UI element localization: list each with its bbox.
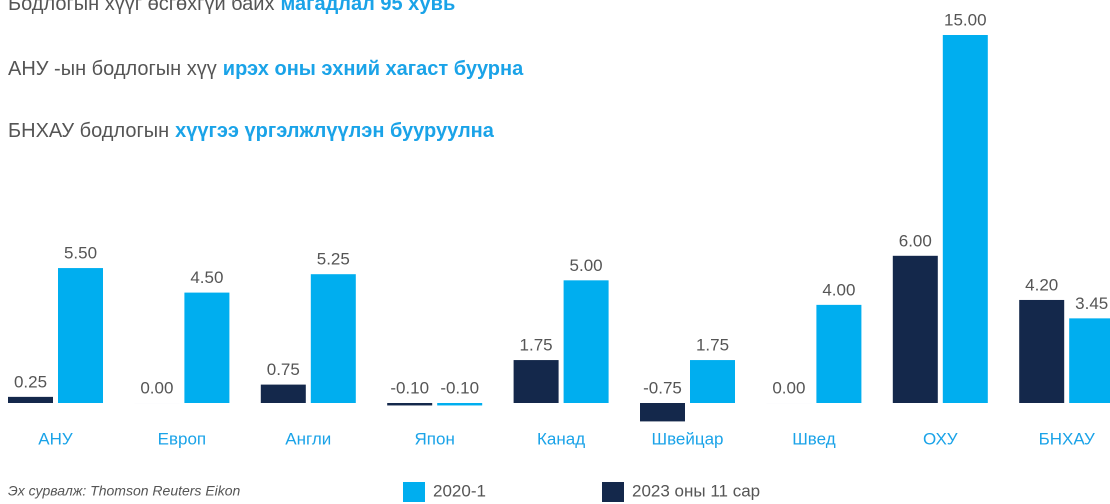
annotation-highlight: хүүгээ үргэлжлүүлэн бууруулна xyxy=(175,120,495,142)
bar xyxy=(387,403,433,406)
data-label: 4.50 xyxy=(190,268,223,287)
bar xyxy=(892,255,938,403)
annotation: АНУ -ын бодлогын хүү ирэх оны эхний хагас… xyxy=(8,58,524,80)
bar xyxy=(437,403,483,406)
bar xyxy=(640,403,685,422)
x-tick-label: Швед xyxy=(792,429,836,448)
bar xyxy=(260,384,306,403)
legend-swatch xyxy=(602,482,624,502)
data-label: 0.00 xyxy=(772,378,805,397)
legend-swatch xyxy=(403,482,425,502)
x-tick-label: АНУ xyxy=(38,429,73,448)
x-tick-label: Япон xyxy=(415,429,455,448)
bar xyxy=(816,304,862,403)
bar xyxy=(1069,318,1110,403)
data-label: 5.50 xyxy=(64,244,97,263)
x-tick-label: Европ xyxy=(158,429,207,448)
bar xyxy=(310,274,356,403)
bar xyxy=(513,360,559,403)
data-label: 3.45 xyxy=(1075,294,1108,313)
bar xyxy=(563,280,609,403)
data-label: 4.00 xyxy=(822,280,855,299)
annotation-highlight: ирэх оны эхний хагаст буурна xyxy=(223,58,524,80)
legend-label: 2020-1 xyxy=(433,481,486,500)
bar xyxy=(58,268,103,403)
bar xyxy=(942,35,988,403)
x-tick-label: ОХУ xyxy=(923,429,958,448)
annotation-text: АНУ -ын бодлогын хүү xyxy=(8,58,217,80)
x-tick-label: БНХАУ xyxy=(1039,429,1095,448)
bar xyxy=(184,292,230,403)
data-label: 1.75 xyxy=(520,336,553,355)
annotation-text: Бодлогын хүүг өсгөхгүй байх xyxy=(8,0,274,15)
annotation: БНХАУ бодлогын хүүгээ үргэлжлүүлэн бууруу… xyxy=(8,120,495,142)
data-label: 15.00 xyxy=(944,10,987,29)
bar xyxy=(690,360,735,403)
data-label: 1.75 xyxy=(696,336,729,355)
source-note: Эх сурвалж: Thomson Reuters Eikon xyxy=(8,483,241,499)
x-tick-label: Швейцар xyxy=(651,429,723,448)
data-label: -0.10 xyxy=(440,378,479,397)
data-label: 4.20 xyxy=(1025,275,1058,294)
data-label: 0.25 xyxy=(14,372,47,391)
annotation-text: БНХАУ бодлогын xyxy=(8,120,169,142)
bar xyxy=(1019,299,1065,403)
x-tick-label: Канад xyxy=(537,429,585,448)
legend-label: 2023 оны 11 сар xyxy=(632,481,760,500)
data-label: -0.75 xyxy=(643,378,682,397)
data-label: 0.75 xyxy=(267,360,300,379)
data-label: 5.25 xyxy=(317,250,350,269)
data-label: -0.10 xyxy=(390,378,429,397)
annotation-highlight: магадлал 95 хувь xyxy=(280,0,455,15)
data-label: 6.00 xyxy=(899,231,932,250)
annotation: Бодлогын хүүг өсгөхгүй байх магадлал 95 х… xyxy=(8,0,455,15)
x-tick-label: Англи xyxy=(285,429,331,448)
data-label: 0.00 xyxy=(140,378,173,397)
bar xyxy=(8,396,53,403)
data-label: 5.00 xyxy=(570,256,603,275)
